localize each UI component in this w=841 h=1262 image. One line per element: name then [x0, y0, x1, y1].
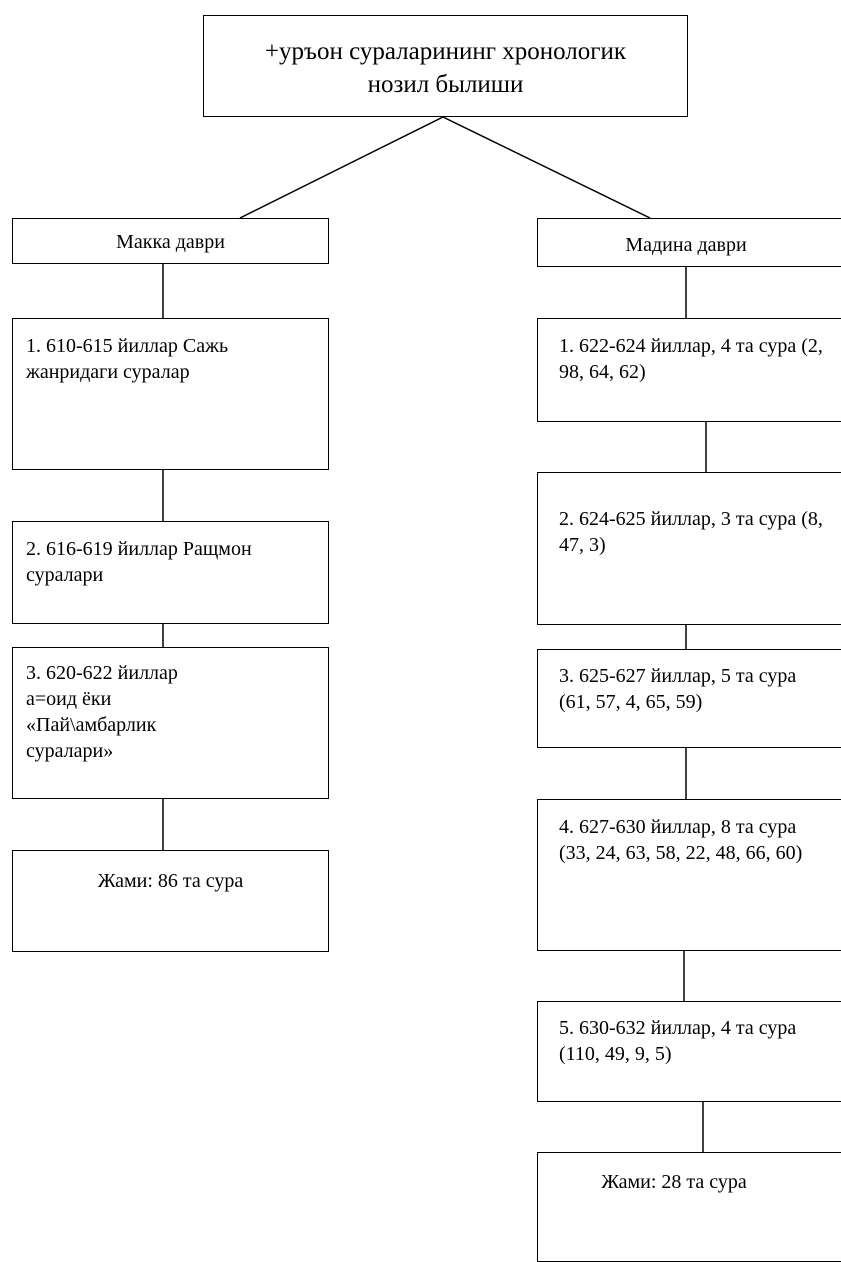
medina-step-3-text: 3. 625-627 йиллар, 5 та сура (61, 57, 4,…	[559, 665, 796, 713]
medina-step-3: 3. 625-627 йиллар, 5 та сура (61, 57, 4,…	[537, 649, 841, 748]
mecca-step-3: 3. 620-622 йиллар а=оид ёки «Пай\амбарли…	[12, 647, 329, 799]
mecca-step-1: 1. 610-615 йиллар Сажь жанридаги суралар	[12, 318, 329, 470]
medina-total-text: Жами: 28 та сура	[601, 1171, 747, 1193]
medina-step-4: 4. 627-630 йиллар, 8 та сура (33, 24, 63…	[537, 799, 841, 951]
mecca-step-2: 2. 616-619 йиллар Ращмон суралари	[12, 521, 329, 624]
mecca-step-3-text: 3. 620-622 йиллар а=оид ёки «Пай\амбарли…	[26, 662, 178, 762]
mecca-total-text: Жами: 86 та сура	[98, 870, 244, 892]
medina-header: Мадина даври	[537, 218, 841, 267]
medina-step-1-text: 1. 622-624 йиллар, 4 та сура (2, 98, 64,…	[559, 335, 823, 383]
medina-step-5-text: 5. 630-632 йиллар, 4 та сура (110, 49, 9…	[559, 1017, 796, 1065]
medina-step-1: 1. 622-624 йиллар, 4 та сура (2, 98, 64,…	[537, 318, 841, 422]
medina-step-2: 2. 624-625 йиллар, 3 та сура (8, 47, 3)	[537, 472, 841, 625]
mecca-step-2-text: 2. 616-619 йиллар Ращмон суралари	[26, 538, 252, 586]
medina-step-5: 5. 630-632 йиллар, 4 та сура (110, 49, 9…	[537, 1001, 841, 1102]
mecca-total: Жами: 86 та сура	[12, 850, 329, 952]
connector-title-to-mecca	[240, 117, 443, 218]
mecca-header: Макка даври	[12, 218, 329, 264]
mecca-header-label: Макка даври	[116, 231, 225, 253]
medina-total: Жами: 28 та сура	[537, 1152, 841, 1262]
diagram-title-text: +уръон сураларининг хронологик нозил был…	[204, 35, 687, 101]
medina-step-2-text: 2. 624-625 йиллар, 3 та сура (8, 47, 3)	[559, 508, 823, 556]
connector-title-to-medina	[443, 117, 650, 218]
mecca-step-1-text: 1. 610-615 йиллар Сажь жанридаги суралар	[26, 335, 228, 383]
medina-step-4-text: 4. 627-630 йиллар, 8 та сура (33, 24, 63…	[559, 816, 802, 864]
diagram-title: +уръон сураларининг хронологик нозил был…	[203, 15, 688, 117]
medina-header-label: Мадина даври	[625, 234, 746, 256]
